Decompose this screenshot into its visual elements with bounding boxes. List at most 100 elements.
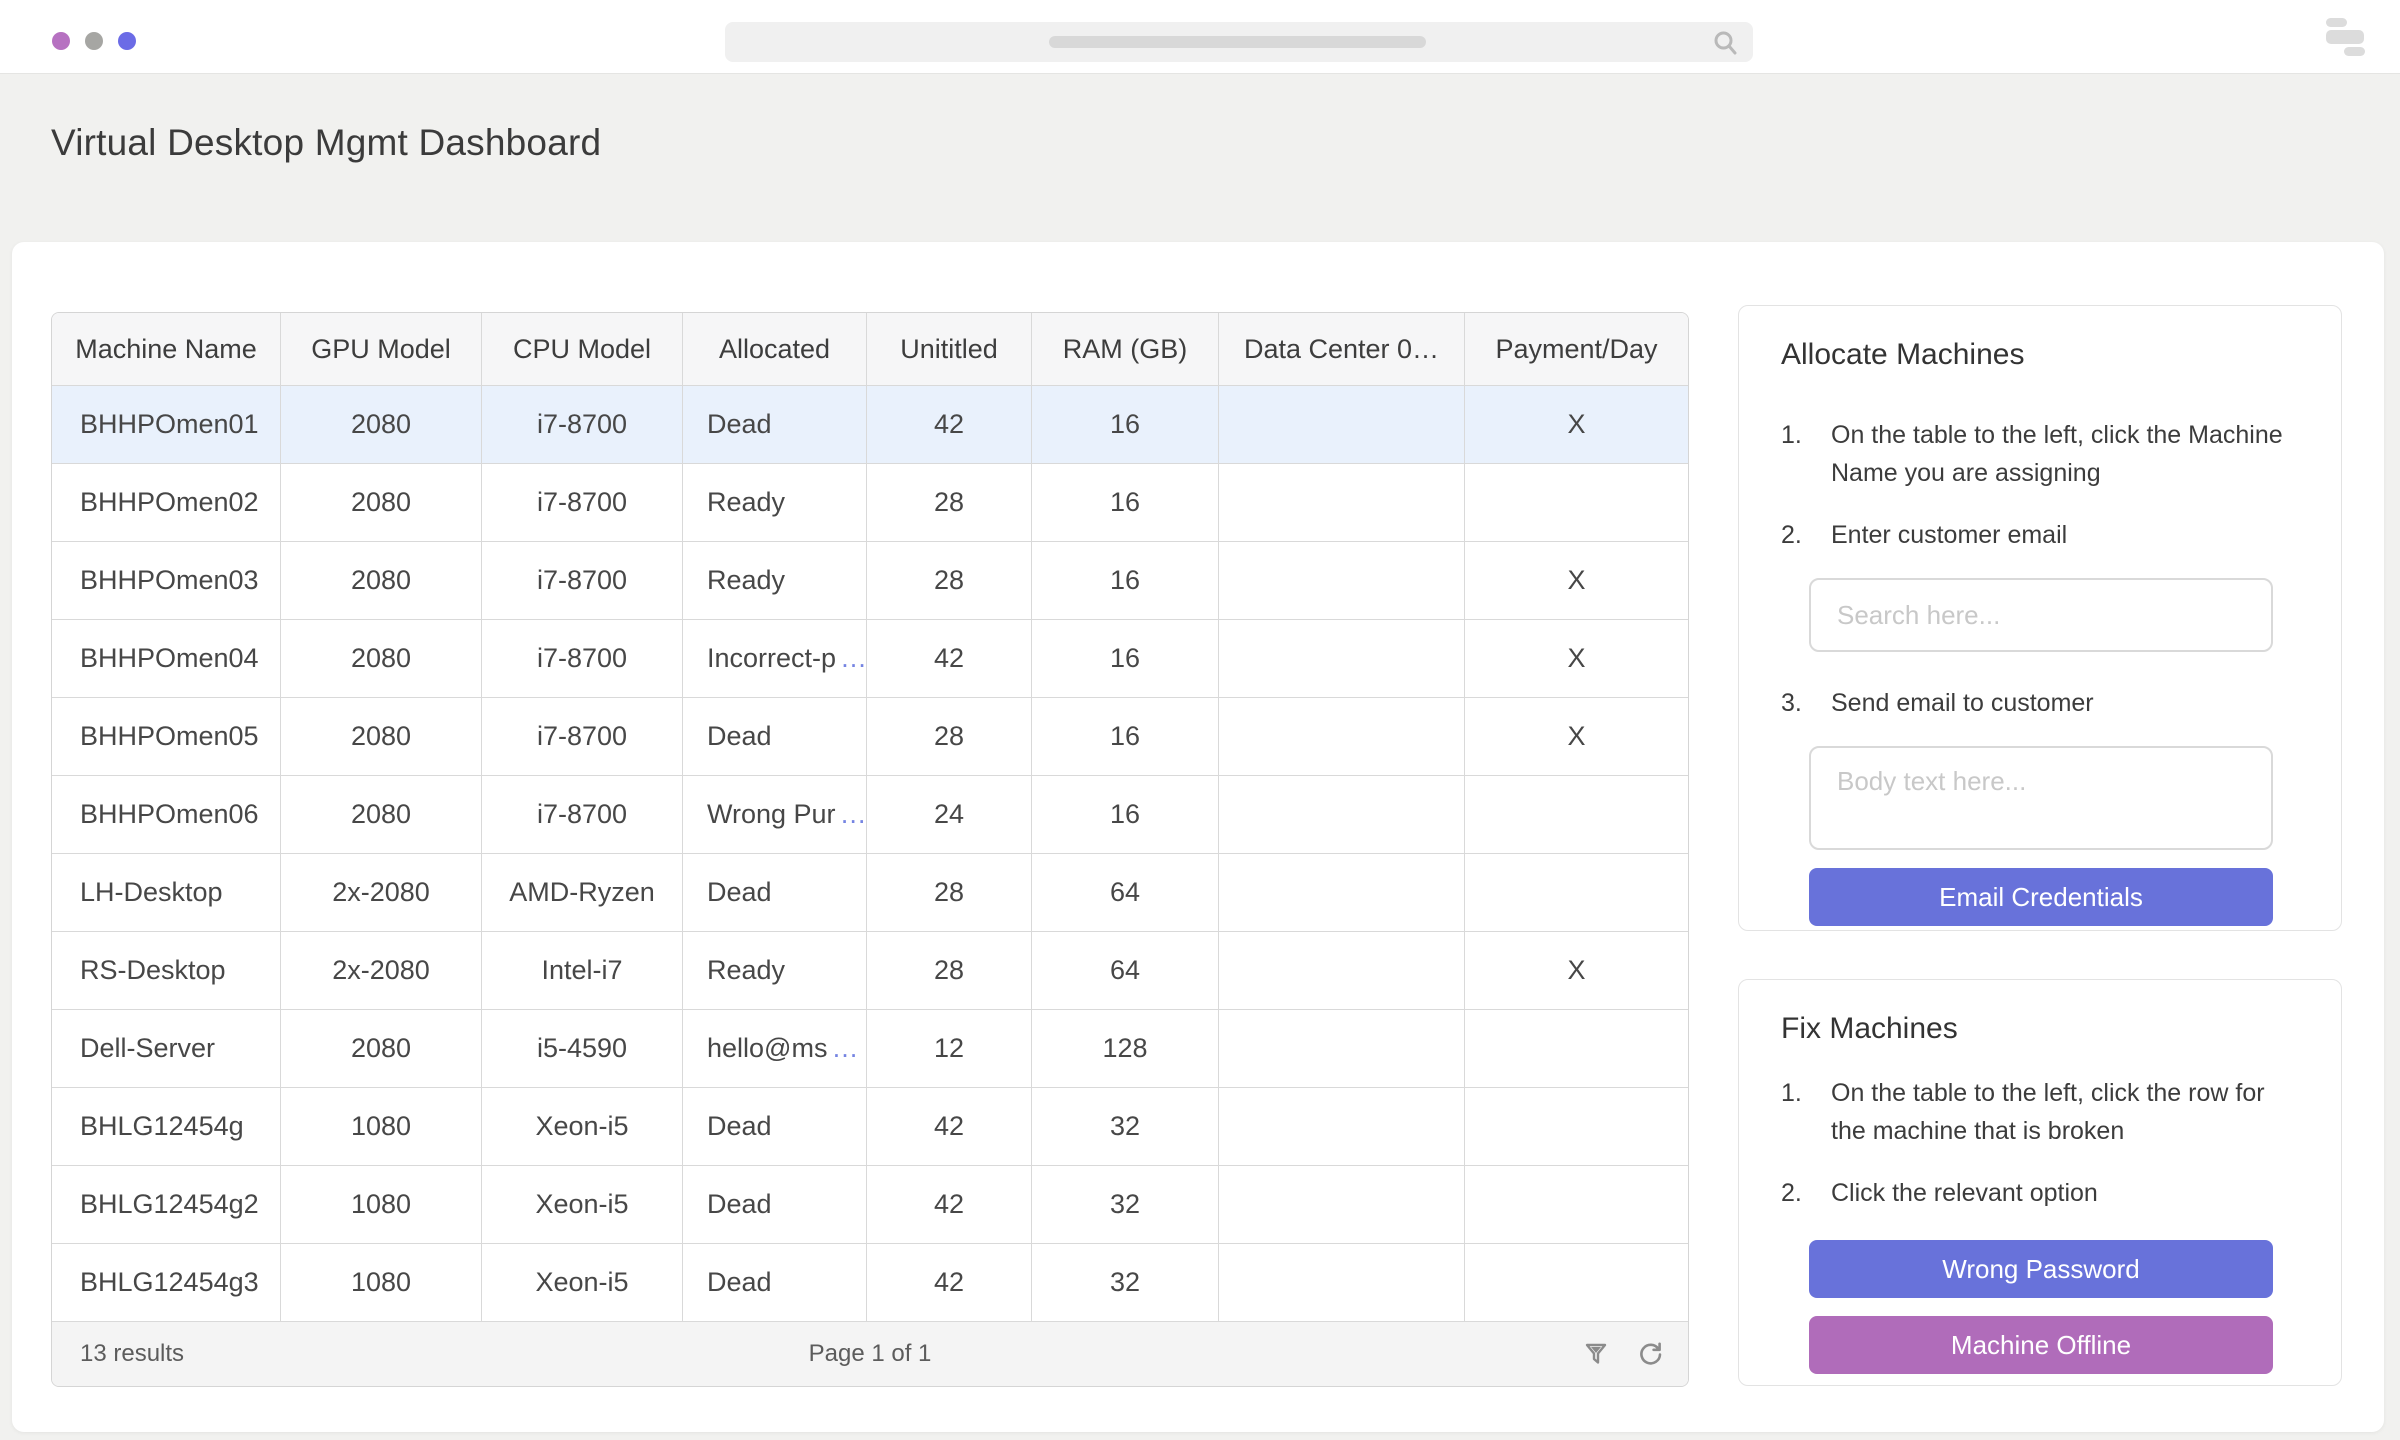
cell-machine[interactable]: Dell-Server bbox=[52, 1010, 281, 1087]
cell-unititled: 28 bbox=[867, 854, 1032, 931]
cell-payment: X bbox=[1567, 565, 1586, 595]
search-icon[interactable] bbox=[1712, 29, 1739, 61]
table-header-row: Machine Name GPU Model CPU Model Allocated U… bbox=[52, 313, 1688, 386]
fix-machines-panel: Fix Machines 1. On the table to the left… bbox=[1738, 979, 2342, 1386]
cell-ram: 64 bbox=[1032, 932, 1219, 1009]
cell-machine[interactable]: BHHPOmen06 bbox=[52, 776, 281, 853]
cell-unititled: 28 bbox=[867, 932, 1032, 1009]
cell-unititled: 28 bbox=[867, 542, 1032, 619]
fix-step-2: 2. Click the relevant option bbox=[1781, 1179, 2098, 1207]
allocate-step-3: 3. Send email to customer bbox=[1781, 689, 2094, 717]
cell-machine[interactable]: BHHPOmen03 bbox=[52, 542, 281, 619]
column-header-data-center-0: Data Center 0… bbox=[1219, 313, 1465, 385]
cell-payment bbox=[1465, 464, 1688, 541]
table-row-BHHPOmen01[interactable]: BHHPOmen01 2080 i7-8700 Dead 42 16 X bbox=[52, 386, 1688, 464]
cell-ram: 32 bbox=[1032, 1166, 1219, 1243]
cell-cpu: i7-8700 bbox=[482, 698, 683, 775]
cell-machine[interactable]: BHHPOmen01 bbox=[52, 386, 281, 463]
cell-ram: 64 bbox=[1032, 854, 1219, 931]
cell-machine[interactable]: BHLG12454g bbox=[52, 1088, 281, 1165]
filter-icon[interactable] bbox=[1583, 1341, 1609, 1367]
refresh-icon[interactable] bbox=[1637, 1341, 1664, 1368]
cell-machine[interactable]: BHHPOmen04 bbox=[52, 620, 281, 697]
cell-unititled: 28 bbox=[867, 698, 1032, 775]
cell-gpu: 2080 bbox=[281, 386, 482, 463]
allocate-machines-panel: Allocate Machines 1. On the table to the… bbox=[1738, 305, 2342, 931]
cell-cpu: i7-8700 bbox=[482, 464, 683, 541]
table-row-BHHPOmen02[interactable]: BHHPOmen02 2080 i7-8700 Ready 28 16 bbox=[52, 464, 1688, 542]
cell-cpu: i7-8700 bbox=[482, 776, 683, 853]
cell-gpu: 1080 bbox=[281, 1088, 482, 1165]
machines-table: Machine Name GPU Model CPU Model Allocated U… bbox=[51, 312, 1689, 1387]
machine-offline-button[interactable]: Machine Offline bbox=[1809, 1316, 2273, 1374]
column-header-allocated: Allocated bbox=[683, 313, 867, 385]
cell-payment bbox=[1465, 854, 1688, 931]
window-layers-icon[interactable] bbox=[2326, 18, 2366, 56]
cell-gpu: 2x-2080 bbox=[281, 932, 482, 1009]
column-header-cpu-model: CPU Model bbox=[482, 313, 683, 385]
cell-unititled: 42 bbox=[867, 1088, 1032, 1165]
browser-address-bar[interactable] bbox=[725, 22, 1753, 62]
table-row-BHHPOmen05[interactable]: BHHPOmen05 2080 i7-8700 Dead 28 16 X bbox=[52, 698, 1688, 776]
cell-allocated: Dead bbox=[683, 854, 867, 931]
table-row-Dell-Server[interactable]: Dell-Server 2080 i5-4590 hello@ms … 12 128 bbox=[52, 1010, 1688, 1088]
table-row-BHHPOmen03[interactable]: BHHPOmen03 2080 i7-8700 Ready 28 16 X bbox=[52, 542, 1688, 620]
cell-payment bbox=[1465, 1088, 1688, 1165]
truncation-ellipsis: … bbox=[840, 643, 867, 673]
column-header-payment-day: Payment/Day bbox=[1495, 333, 1658, 364]
window-dot-close[interactable] bbox=[52, 32, 70, 50]
cell-gpu: 2x-2080 bbox=[281, 854, 482, 931]
cell-machine[interactable]: BHLG12454g2 bbox=[52, 1166, 281, 1243]
cell-cpu: i7-8700 bbox=[482, 386, 683, 463]
window-dot-maximize[interactable] bbox=[118, 32, 136, 50]
cell-ram: 16 bbox=[1032, 698, 1219, 775]
table-row-BHHPOmen04[interactable]: BHHPOmen04 2080 i7-8700 Incorrect-p… 42 16 X bbox=[52, 620, 1688, 698]
table-row-BHLG12454g[interactable]: BHLG12454g 1080 Xeon-i5 Dead 42 32 bbox=[52, 1088, 1688, 1166]
email-credentials-button[interactable]: Email Credentials bbox=[1809, 868, 2273, 926]
cell-ram: 32 bbox=[1032, 1088, 1219, 1165]
cell-machine[interactable]: BHHPOmen02 bbox=[52, 464, 281, 541]
cell-payment bbox=[1465, 776, 1688, 853]
cell-cpu: i7-8700 bbox=[482, 542, 683, 619]
cell-allocated: Incorrect-p… bbox=[683, 620, 867, 697]
column-header-gpu-model: GPU Model bbox=[281, 313, 482, 385]
cell-ram: 16 bbox=[1032, 776, 1219, 853]
page-title: Virtual Desktop Mgmt Dashboard bbox=[51, 122, 602, 163]
table-row-BHLG12454g3[interactable]: BHLG12454g3 1080 Xeon-i5 Dead 42 32 bbox=[52, 1244, 1688, 1322]
cell-machine[interactable]: LH-Desktop bbox=[52, 854, 281, 931]
column-header-machine-name: Machine Name bbox=[52, 313, 281, 385]
address-placeholder-bar bbox=[1049, 36, 1426, 48]
cell-data-center bbox=[1219, 776, 1465, 853]
cell-cpu: Xeon-i5 bbox=[482, 1244, 683, 1321]
cell-ram: 16 bbox=[1032, 542, 1219, 619]
cell-data-center bbox=[1219, 386, 1465, 463]
column-header-unititled: Unititled bbox=[867, 313, 1032, 385]
cell-machine[interactable]: BHLG12454g3 bbox=[52, 1244, 281, 1321]
cell-allocated: Dead bbox=[683, 698, 867, 775]
cell-unititled: 42 bbox=[867, 620, 1032, 697]
cell-unititled: 12 bbox=[867, 1010, 1032, 1087]
allocate-step-1: 1. On the table to the left, click the M… bbox=[1781, 421, 2283, 487]
cell-machine[interactable]: RS-Desktop bbox=[52, 932, 281, 1009]
window-dot-minimize[interactable] bbox=[85, 32, 103, 50]
customer-email-input[interactable] bbox=[1809, 578, 2273, 652]
cell-payment bbox=[1465, 1244, 1688, 1321]
cell-machine[interactable]: BHHPOmen05 bbox=[52, 698, 281, 775]
cell-gpu: 2080 bbox=[281, 464, 482, 541]
allocate-panel-title: Allocate Machines bbox=[1781, 338, 2025, 371]
email-body-textarea[interactable] bbox=[1809, 746, 2273, 850]
cell-ram: 16 bbox=[1032, 464, 1219, 541]
cell-allocated: Ready bbox=[683, 932, 867, 1009]
wrong-password-button[interactable]: Wrong Password bbox=[1809, 1240, 2273, 1298]
table-row-LH-Desktop[interactable]: LH-Desktop 2x-2080 AMD-Ryzen Dead 28 64 bbox=[52, 854, 1688, 932]
window-title-bar bbox=[0, 0, 2400, 74]
table-row-RS-Desktop[interactable]: RS-Desktop 2x-2080 Intel-i7 Ready 28 64 X bbox=[52, 932, 1688, 1010]
cell-cpu: Xeon-i5 bbox=[482, 1166, 683, 1243]
cell-data-center bbox=[1219, 1010, 1465, 1087]
table-row-BHHPOmen06[interactable]: BHHPOmen06 2080 i7-8700 Wrong Pur… 24 16 bbox=[52, 776, 1688, 854]
table-footer: 13 results Page 1 of 1 bbox=[52, 1322, 1688, 1386]
cell-gpu: 1080 bbox=[281, 1166, 482, 1243]
table-row-BHLG12454g2[interactable]: BHLG12454g2 1080 Xeon-i5 Dead 42 32 bbox=[52, 1166, 1688, 1244]
cell-gpu: 2080 bbox=[281, 620, 482, 697]
cell-ram: 128 bbox=[1032, 1010, 1219, 1087]
